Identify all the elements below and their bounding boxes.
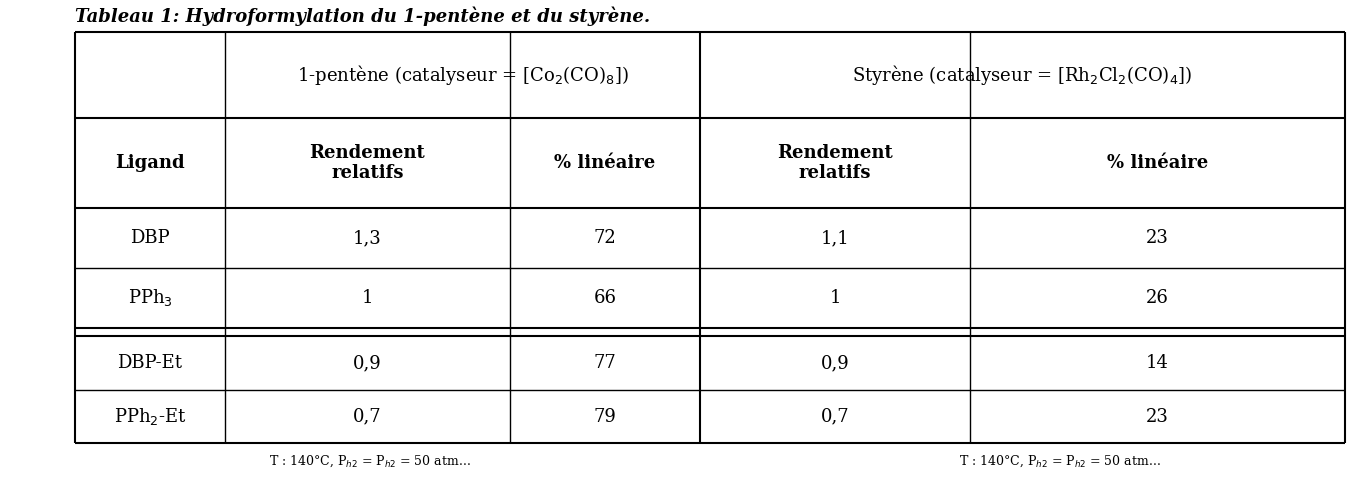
Text: % linéaire: % linéaire: [554, 154, 656, 172]
Text: 79: 79: [594, 408, 616, 425]
Text: 1: 1: [362, 289, 373, 307]
Text: 1: 1: [829, 289, 841, 307]
Text: PPh$_2$-Et: PPh$_2$-Et: [114, 406, 187, 427]
Text: T : 140°C, P$_{h2}$ = P$_{h2}$ = 50 atm...: T : 140°C, P$_{h2}$ = P$_{h2}$ = 50 atm.…: [269, 453, 471, 469]
Text: T : 140°C, P$_{h2}$ = P$_{h2}$ = 50 atm...: T : 140°C, P$_{h2}$ = P$_{h2}$ = 50 atm.…: [959, 453, 1161, 469]
Text: DBP-Et: DBP-Et: [118, 354, 182, 372]
Text: 0,7: 0,7: [820, 408, 849, 425]
Text: 77: 77: [594, 354, 616, 372]
Text: 1,1: 1,1: [820, 229, 849, 247]
Text: 72: 72: [594, 229, 616, 247]
Text: 66: 66: [594, 289, 616, 307]
Text: 23: 23: [1146, 408, 1169, 425]
Text: Styrène (catalyseur = [Rh$_2$Cl$_2$(CO)$_4$]): Styrène (catalyseur = [Rh$_2$Cl$_2$(CO)$…: [852, 63, 1192, 87]
Text: 1,3: 1,3: [353, 229, 381, 247]
Text: 0,9: 0,9: [353, 354, 381, 372]
Text: 1-pentène (catalyseur = [Co$_2$(CO)$_8$]): 1-pentène (catalyseur = [Co$_2$(CO)$_8$]…: [296, 63, 628, 87]
Text: 0,7: 0,7: [353, 408, 381, 425]
Text: Tableau 1: Hydroformylation du 1-pentène et du styrène.: Tableau 1: Hydroformylation du 1-pentène…: [75, 6, 650, 26]
Text: Rendement
relatifs: Rendement relatifs: [310, 143, 425, 183]
Text: Rendement
relatifs: Rendement relatifs: [777, 143, 893, 183]
Text: 14: 14: [1146, 354, 1169, 372]
Text: % linéaire: % linéaire: [1107, 154, 1209, 172]
Text: 26: 26: [1146, 289, 1169, 307]
Text: DBP: DBP: [130, 229, 170, 247]
Text: 23: 23: [1146, 229, 1169, 247]
Text: Ligand: Ligand: [115, 154, 185, 172]
Text: 0,9: 0,9: [820, 354, 849, 372]
Text: PPh$_3$: PPh$_3$: [128, 287, 173, 308]
